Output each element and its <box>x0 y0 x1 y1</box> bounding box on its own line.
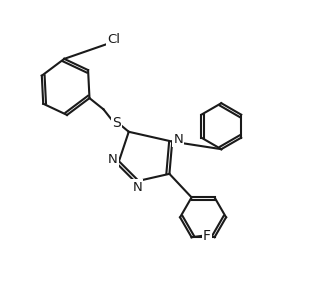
Text: N: N <box>174 133 183 146</box>
Text: S: S <box>112 116 120 130</box>
Text: N: N <box>108 153 118 166</box>
Text: F: F <box>203 229 211 243</box>
Text: Cl: Cl <box>107 33 120 46</box>
Text: N: N <box>132 180 142 194</box>
